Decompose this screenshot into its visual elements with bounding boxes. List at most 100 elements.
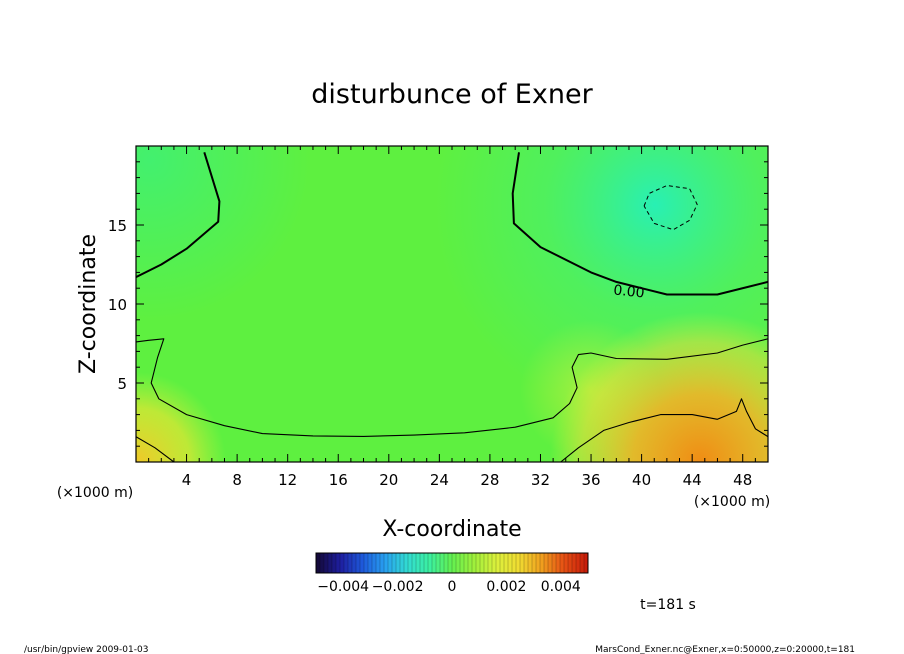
colorbar-cell — [348, 553, 353, 573]
colorbar-tick-label: 0 — [448, 579, 457, 595]
colorbar-cell — [372, 553, 377, 573]
colorbar-cell — [376, 553, 381, 573]
contour-lines — [136, 152, 768, 462]
plot-area — [136, 146, 768, 462]
field-region-bottom-right — [136, 146, 768, 462]
colorbar-cell — [440, 553, 445, 573]
colorbar-cell — [564, 553, 569, 573]
colorbar-cell — [324, 553, 329, 573]
colorbar-cell — [576, 553, 581, 573]
chart-title: disturbunce of Exner — [311, 79, 593, 110]
colorbar-cell — [512, 553, 517, 573]
colorbar-cell — [396, 553, 401, 573]
colorbar-cell — [480, 553, 485, 573]
colorbar-tick-label: 0.002 — [486, 579, 526, 595]
colorbar-cell — [492, 553, 497, 573]
x-tick-label: 8 — [232, 471, 242, 489]
y-tick-label: 15 — [108, 217, 127, 235]
colorbar-cell — [416, 553, 421, 573]
colorbar-cell — [412, 553, 417, 573]
colorbar-cell — [400, 553, 405, 573]
contour-positive-lower-left — [136, 436, 175, 462]
x-tick-label: 48 — [733, 471, 752, 489]
contour-label: 0.00 — [613, 282, 646, 301]
colorbar-cell — [384, 553, 389, 573]
x-tick-label: 12 — [278, 471, 297, 489]
colorbar-tick-label: −0.004 — [317, 579, 369, 595]
colorbar-cell — [340, 553, 345, 573]
y-tick-label: 5 — [117, 375, 127, 393]
colorbar-cell — [568, 553, 573, 573]
colorbar-cell — [336, 553, 341, 573]
footer-right: MarsCond_Exner.nc@Exner,x=0:50000,z=0:20… — [595, 645, 855, 654]
colorbar-cell — [500, 553, 505, 573]
colorbar-cell — [368, 553, 373, 573]
colorbar: −0.004 −0.002 0 0.002 0.004 — [315, 552, 589, 595]
colorbar-cell — [476, 553, 481, 573]
colorbar-cell — [572, 553, 577, 573]
colorbar-cell — [496, 553, 501, 573]
colorbar-tick-label: 0.004 — [541, 579, 581, 595]
colorbar-cell — [388, 553, 393, 573]
colorbar-cell — [332, 553, 337, 573]
colorbar-cell — [520, 553, 525, 573]
colorbar-cell — [528, 553, 533, 573]
colorbar-cell — [360, 553, 365, 573]
x-axis: 4 8 12 16 20 24 28 32 36 40 44 48 — [135, 146, 769, 489]
colorbar-cell — [464, 553, 469, 573]
colorbar-cell — [484, 553, 489, 573]
colorbar-cell — [552, 553, 557, 573]
footer-left: /usr/bin/gpview 2009-01-03 — [24, 645, 148, 654]
colorbar-cell — [452, 553, 457, 573]
contour-positive-lower-right — [560, 398, 768, 462]
x-tick-label: 36 — [581, 471, 600, 489]
colorbar-cell — [352, 553, 357, 573]
colorbar-cell — [380, 553, 385, 573]
x-axis-label: X-coordinate — [382, 517, 521, 542]
colorbar-cell — [508, 553, 513, 573]
colorbar-cell — [524, 553, 529, 573]
colorbar-cell — [504, 553, 509, 573]
colorbar-cell — [460, 553, 465, 573]
colorbar-cell — [544, 553, 549, 573]
colorbar-cell — [356, 553, 361, 573]
colorbar-cell — [488, 553, 493, 573]
x-tick-label: 16 — [329, 471, 348, 489]
x-tick-label: 4 — [182, 471, 192, 489]
colorbar-cell — [580, 553, 585, 573]
y-axis: 5 10 15 — [108, 145, 768, 463]
colorbar-cell — [548, 553, 553, 573]
x-tick-label: 44 — [683, 471, 702, 489]
colorbar-cell — [584, 553, 589, 573]
colorbar-cell — [540, 553, 545, 573]
x-tick-label: 28 — [480, 471, 499, 489]
colorbar-cell — [344, 553, 349, 573]
colorbar-cell — [424, 553, 429, 573]
contour-positive-inner — [136, 338, 768, 437]
colorbar-cell — [448, 553, 453, 573]
colorbar-cell — [444, 553, 449, 573]
colorbar-frame — [315, 552, 589, 574]
colorbar-cell — [436, 553, 441, 573]
x-tick-label: 32 — [531, 471, 550, 489]
colorbar-cell — [532, 553, 537, 573]
colorbar-cell — [472, 553, 477, 573]
colorbar-cell — [456, 553, 461, 573]
contour-negative-bubble — [643, 185, 698, 231]
x-axis-unit: (×1000 m) — [694, 494, 770, 510]
colorbar-cell — [468, 553, 473, 573]
x-tick-label: 40 — [632, 471, 651, 489]
colorbar-cell — [392, 553, 397, 573]
x-tick-label: 20 — [379, 471, 398, 489]
y-tick-label: 10 — [108, 296, 127, 314]
y-axis-unit: (×1000 m) — [57, 485, 133, 501]
colorbar-cell — [316, 553, 321, 573]
contour-zero-upper-right — [511, 152, 768, 296]
time-label: t=181 s — [640, 597, 696, 613]
colorbar-cell — [536, 553, 541, 573]
colorbar-cell — [320, 553, 325, 573]
y-axis-label: Z-coordinate — [76, 234, 101, 374]
colorbar-cell — [420, 553, 425, 573]
colorbar-cell — [428, 553, 433, 573]
